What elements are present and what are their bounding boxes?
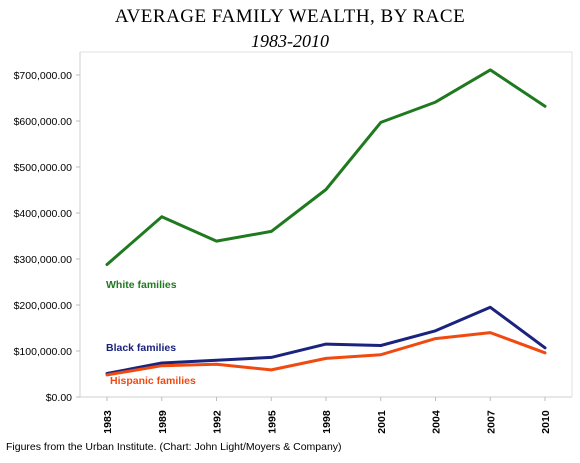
white-families-line <box>105 68 547 266</box>
x-tick-label: 2010 <box>540 410 552 434</box>
white-families-label: White families <box>106 279 177 291</box>
series-labels: White families Black families Hispanic fam… <box>106 279 196 387</box>
hispanic-families-line <box>105 331 547 377</box>
black-families-label: Black families <box>106 342 176 354</box>
y-tick-label: $300,000.00 <box>14 254 73 266</box>
y-tick-label: $500,000.00 <box>14 162 73 174</box>
x-tick-label: 1998 <box>321 410 333 434</box>
chart-title: AVERAGE FAMILY WEALTH, BY RACE <box>114 6 466 27</box>
y-tick-label: $400,000.00 <box>14 208 73 220</box>
y-tick-label: $600,000.00 <box>14 116 73 128</box>
x-tick-label: 2001 <box>376 410 388 434</box>
x-tick-label: 2007 <box>485 410 497 434</box>
y-tick-label: $0.00 <box>46 392 72 404</box>
x-tick-label: 1992 <box>212 410 224 434</box>
y-tick-label: $200,000.00 <box>14 300 73 312</box>
y-tick-label: $700,000.00 <box>14 70 73 82</box>
hispanic-families-label: Hispanic families <box>110 375 196 387</box>
x-tick-label: 1983 <box>102 410 114 434</box>
x-axis-ticks: 1983 1989 1992 1995 1998 2001 2004 2007 2010 <box>102 397 552 434</box>
x-tick-label: 1989 <box>157 410 169 434</box>
x-tick-label: 2004 <box>431 410 443 434</box>
chart-subtitle: 1983-2010 <box>251 31 329 51</box>
chart-footnote: Figures from the Urban Institute. (Chart… <box>6 441 342 453</box>
x-tick-label: 1995 <box>266 410 278 434</box>
black-families-line <box>105 305 547 375</box>
y-tick-label: $100,000.00 <box>14 346 73 358</box>
y-axis-ticks: $0.00 $100,000.00 $200,000.00 $300,000.00 $4… <box>14 70 80 404</box>
chart-series <box>105 68 547 377</box>
